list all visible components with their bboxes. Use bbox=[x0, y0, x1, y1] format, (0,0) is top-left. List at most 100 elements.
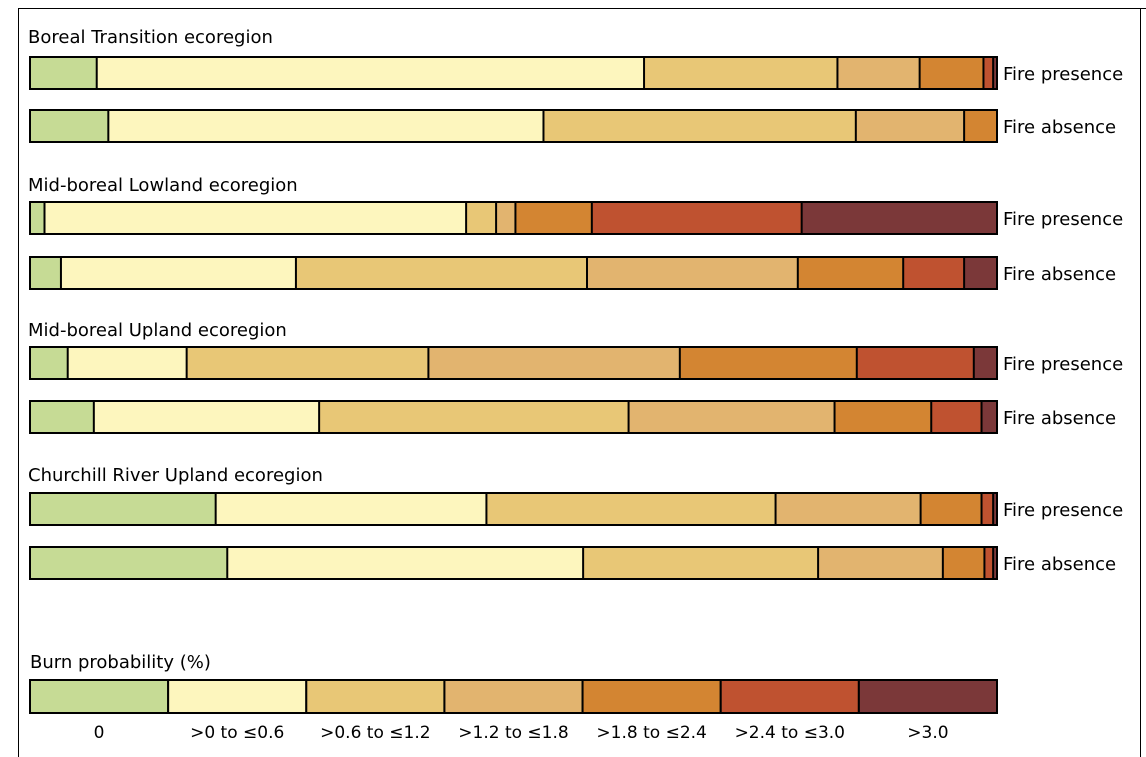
bar-segment bbox=[818, 547, 943, 579]
group-title: Mid-boreal Lowland ecoregion bbox=[28, 175, 298, 196]
ecoregion-group: Mid-boreal Upland ecoregion Fire presence… bbox=[28, 320, 1123, 434]
bar-segment bbox=[984, 547, 994, 579]
stacked-bar bbox=[29, 346, 998, 380]
legend-swatch bbox=[857, 679, 998, 714]
bar-segment bbox=[319, 401, 629, 433]
legend-label: >1.2 to ≤1.8 bbox=[458, 723, 568, 743]
bar-outline bbox=[29, 256, 998, 290]
bar-label: Fire presence bbox=[1003, 209, 1123, 230]
legend-swatch bbox=[581, 679, 722, 714]
bar-segment bbox=[837, 57, 920, 89]
bar-segment bbox=[96, 57, 645, 89]
bar-segment bbox=[644, 57, 838, 89]
bar-segment bbox=[775, 493, 921, 525]
bar-label: Fire presence bbox=[1003, 64, 1123, 85]
bar-segment bbox=[591, 202, 802, 234]
legend-label: >0 to ≤0.6 bbox=[190, 723, 284, 743]
stacked-bar bbox=[29, 56, 998, 90]
bar-segment bbox=[855, 110, 965, 142]
bar-segment bbox=[30, 57, 97, 89]
bar-segment bbox=[964, 257, 997, 289]
bar-segment bbox=[30, 347, 68, 379]
bar-segment bbox=[515, 202, 592, 234]
bar-segment bbox=[30, 202, 45, 234]
bar-segment bbox=[964, 110, 997, 142]
bar-segment bbox=[993, 493, 997, 525]
bar-segment bbox=[227, 547, 584, 579]
stacked-bar bbox=[29, 109, 998, 143]
bar-segment bbox=[215, 493, 487, 525]
group-title: Churchill River Upland ecoregion bbox=[28, 465, 323, 486]
bar-segment bbox=[797, 257, 904, 289]
group-title: Boreal Transition ecoregion bbox=[28, 27, 273, 48]
legend-swatch bbox=[443, 679, 584, 714]
bar-segment bbox=[993, 57, 997, 89]
bar-segment bbox=[30, 110, 109, 142]
legend-swatch bbox=[167, 679, 308, 714]
bar-segment bbox=[30, 547, 228, 579]
bar-label: Fire absence bbox=[1003, 117, 1116, 138]
bar-segment bbox=[586, 257, 798, 289]
bar-segment bbox=[679, 347, 857, 379]
legend-swatch bbox=[305, 679, 446, 714]
bar-segment bbox=[973, 347, 997, 379]
stacked-bar bbox=[29, 201, 998, 235]
legend: Burn probability (%) 0 >0 to ≤0.6 >0.6 to ≤… bbox=[29, 652, 998, 743]
ecoregion-group: Mid-boreal Lowland ecoregion Fire presenc… bbox=[28, 175, 1123, 290]
bar-outline bbox=[29, 201, 998, 235]
legend-label: >2.4 to ≤3.0 bbox=[735, 723, 845, 743]
bar-segment bbox=[942, 547, 985, 579]
bar-segment bbox=[931, 401, 982, 433]
bar-segment bbox=[856, 347, 974, 379]
bar-segment bbox=[801, 202, 997, 234]
legend-title: Burn probability (%) bbox=[30, 652, 211, 673]
bar-segment bbox=[583, 547, 819, 579]
stacked-bar bbox=[29, 400, 998, 434]
bar-segment bbox=[983, 57, 994, 89]
ecoregion-group: Boreal Transition ecoregion Fire presence… bbox=[28, 27, 1123, 143]
bar-segment bbox=[920, 493, 982, 525]
bar-segment bbox=[466, 202, 497, 234]
bar-outline bbox=[29, 400, 998, 434]
bar-segment bbox=[834, 401, 932, 433]
legend-swatch bbox=[719, 679, 860, 714]
bar-segment bbox=[981, 401, 997, 433]
bar-segment bbox=[486, 493, 776, 525]
bar-label: Fire absence bbox=[1003, 264, 1116, 285]
ecoregion-group: Churchill River Upland ecoregion Fire pre… bbox=[28, 465, 1123, 580]
bar-label: Fire presence bbox=[1003, 354, 1123, 375]
bar-segment bbox=[93, 401, 320, 433]
bar-segment bbox=[981, 493, 994, 525]
bar-segment bbox=[628, 401, 835, 433]
bar-segment bbox=[30, 257, 61, 289]
bar-outline bbox=[29, 546, 998, 580]
bar-label: Fire presence bbox=[1003, 500, 1123, 521]
legend-label: 0 bbox=[94, 723, 105, 743]
groups-layer: Boreal Transition ecoregion Fire presence… bbox=[28, 27, 1123, 580]
bar-segment bbox=[993, 547, 997, 579]
legend-label: >0.6 to ≤1.2 bbox=[320, 723, 430, 743]
bar-outline bbox=[29, 492, 998, 526]
stacked-bar bbox=[29, 256, 998, 290]
bar-segment bbox=[44, 202, 467, 234]
bar-segment bbox=[30, 493, 216, 525]
stacked-bar bbox=[29, 546, 998, 580]
bar-segment bbox=[186, 347, 429, 379]
legend-swatch bbox=[29, 679, 170, 714]
legend-label: >3.0 bbox=[907, 723, 948, 743]
bar-label: Fire absence bbox=[1003, 408, 1116, 429]
bar-segment bbox=[496, 202, 516, 234]
bar-segment bbox=[428, 347, 680, 379]
bar-segment bbox=[903, 257, 965, 289]
bar-segment bbox=[30, 401, 94, 433]
bar-segment bbox=[295, 257, 587, 289]
legend-label: >1.8 to ≤2.4 bbox=[596, 723, 706, 743]
bar-outline bbox=[29, 346, 998, 380]
bar-segment bbox=[60, 257, 296, 289]
stacked-bar bbox=[29, 492, 998, 526]
bar-label: Fire absence bbox=[1003, 554, 1116, 575]
group-title: Mid-boreal Upland ecoregion bbox=[28, 320, 287, 341]
bar-outline bbox=[29, 109, 998, 143]
bar-outline bbox=[29, 56, 998, 90]
